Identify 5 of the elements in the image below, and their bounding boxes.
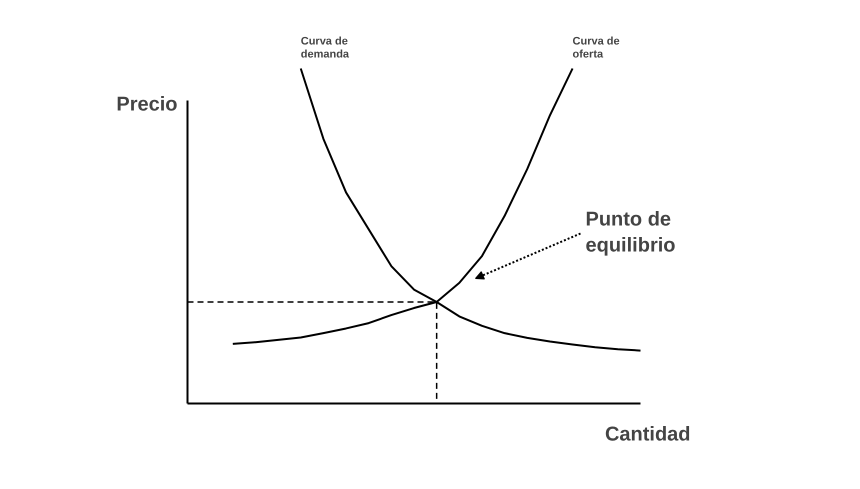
y-axis-title: Precio xyxy=(116,94,178,116)
annotation: Punto de equilibrio xyxy=(586,208,676,257)
series-label: Curva de demanda xyxy=(300,35,350,60)
x-axis-title: Cantidad xyxy=(604,424,691,446)
series-label: Curva de oferta xyxy=(572,35,620,60)
